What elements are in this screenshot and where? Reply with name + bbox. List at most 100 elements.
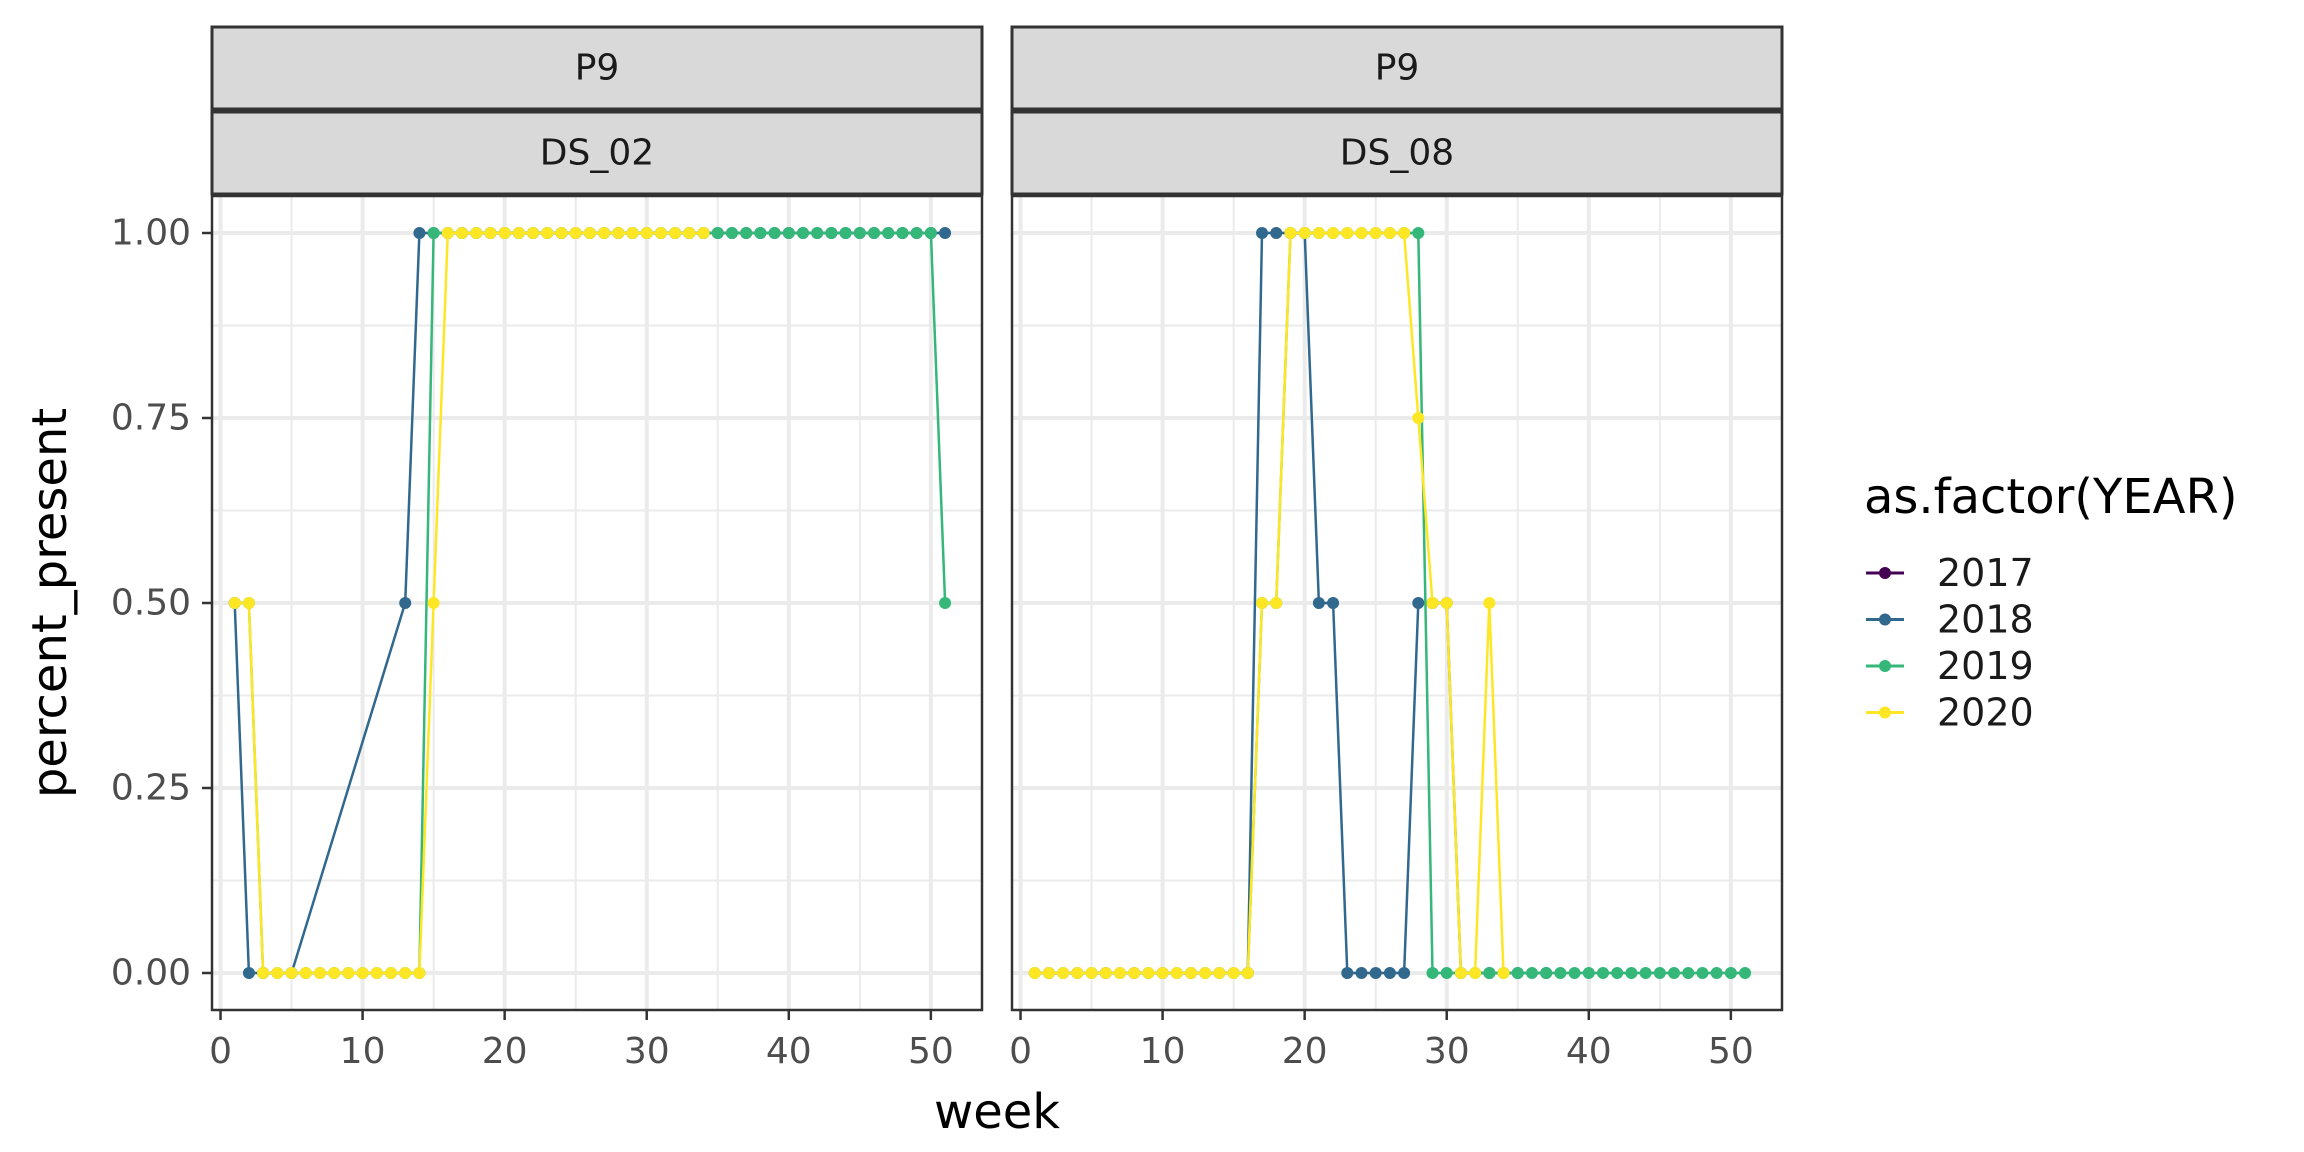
panel-2-border bbox=[1010, 194, 1784, 1012]
x-tick-label: 0 bbox=[1009, 1031, 1032, 1072]
data-point-2019 bbox=[754, 227, 767, 239]
data-point-2019 bbox=[711, 227, 724, 239]
panel-1-grid bbox=[212, 196, 982, 1010]
data-point-2020 bbox=[669, 227, 682, 239]
data-point-2019 bbox=[796, 227, 809, 239]
data-point-2018 bbox=[413, 227, 426, 239]
data-point-2020 bbox=[1057, 967, 1070, 979]
data-point-2020 bbox=[1469, 967, 1482, 979]
y-axis-title: percent_present bbox=[22, 408, 78, 798]
data-point-2020 bbox=[1028, 967, 1041, 979]
data-point-2020 bbox=[654, 227, 667, 239]
data-point-2020 bbox=[1312, 227, 1325, 239]
data-point-2019 bbox=[1412, 227, 1425, 239]
data-point-2020 bbox=[555, 227, 568, 239]
data-point-2020 bbox=[697, 227, 710, 239]
data-point-2020 bbox=[1099, 967, 1112, 979]
data-point-2018 bbox=[399, 597, 412, 609]
data-point-2020 bbox=[1042, 967, 1055, 979]
data-point-2018 bbox=[1369, 967, 1382, 979]
data-point-2020 bbox=[1199, 967, 1212, 979]
data-point-2020 bbox=[1227, 967, 1240, 979]
data-point-2020 bbox=[1142, 967, 1155, 979]
legend-key-point bbox=[1879, 660, 1891, 672]
data-point-2020 bbox=[640, 227, 653, 239]
data-point-2019 bbox=[853, 227, 866, 239]
data-point-2020 bbox=[370, 967, 383, 979]
data-point-2019 bbox=[427, 227, 440, 239]
data-point-2019 bbox=[1710, 967, 1723, 979]
data-point-2018 bbox=[1327, 597, 1340, 609]
data-point-2019 bbox=[1696, 967, 1709, 979]
data-point-2020 bbox=[1497, 967, 1510, 979]
data-point-2020 bbox=[441, 227, 454, 239]
data-point-2019 bbox=[896, 227, 909, 239]
panel-1-strip-top bbox=[210, 25, 984, 111]
x-tick-label: 40 bbox=[766, 1031, 812, 1072]
x-tick-label: 20 bbox=[482, 1031, 528, 1072]
legend-key-point bbox=[1879, 567, 1891, 579]
panel-2-x-axis: 0 10 20 30 40 50 bbox=[1009, 1010, 1754, 1072]
data-point-2019 bbox=[1724, 967, 1737, 979]
data-point-2020 bbox=[285, 967, 298, 979]
data-point-2018 bbox=[1383, 967, 1396, 979]
panel-2-strip-bottom bbox=[1010, 110, 1784, 196]
data-point-2020 bbox=[271, 967, 284, 979]
data-point-2019 bbox=[1653, 967, 1666, 979]
panel-2-strip-top bbox=[1010, 25, 1784, 111]
data-point-2020 bbox=[385, 967, 398, 979]
data-point-2019 bbox=[1611, 967, 1624, 979]
data-point-2020 bbox=[1128, 967, 1141, 979]
data-point-2018 bbox=[242, 967, 255, 979]
data-point-2019 bbox=[1739, 967, 1752, 979]
x-tick-label: 0 bbox=[209, 1031, 232, 1072]
data-point-2020 bbox=[683, 227, 696, 239]
data-point-2020 bbox=[356, 967, 369, 979]
data-point-2019 bbox=[1682, 967, 1695, 979]
data-point-2019 bbox=[1440, 967, 1453, 979]
data-point-2020 bbox=[1213, 967, 1226, 979]
data-point-2020 bbox=[413, 967, 426, 979]
x-tick-label: 30 bbox=[1424, 1031, 1470, 1072]
data-point-2020 bbox=[527, 227, 540, 239]
data-point-2020 bbox=[1256, 597, 1269, 609]
legend-label-2020: 2020 bbox=[1937, 691, 2034, 735]
data-point-2020 bbox=[1284, 227, 1297, 239]
y-tick-label: 0.00 bbox=[111, 953, 191, 994]
data-point-2019 bbox=[1426, 967, 1439, 979]
data-point-2020 bbox=[1185, 967, 1198, 979]
data-point-2020 bbox=[1383, 227, 1396, 239]
data-point-2020 bbox=[626, 227, 639, 239]
legend-label-2019: 2019 bbox=[1937, 644, 2034, 688]
legend-label-2017: 2017 bbox=[1937, 551, 2034, 595]
data-point-2018 bbox=[1341, 967, 1354, 979]
panel-1-x-axis: 0 10 20 30 40 50 bbox=[209, 1010, 954, 1072]
y-tick-label: 0.75 bbox=[111, 398, 191, 439]
data-point-2020 bbox=[313, 967, 326, 979]
data-point-2020 bbox=[612, 227, 625, 239]
data-point-2020 bbox=[1170, 967, 1183, 979]
data-point-2019 bbox=[839, 227, 852, 239]
y-tick-label: 1.00 bbox=[111, 213, 191, 254]
legend-title: as.factor(YEAR) bbox=[1864, 469, 2238, 525]
data-point-2020 bbox=[257, 967, 270, 979]
data-point-2019 bbox=[882, 227, 895, 239]
data-point-2020 bbox=[1071, 967, 1084, 979]
data-point-2020 bbox=[1327, 227, 1340, 239]
x-tick-label: 30 bbox=[624, 1031, 670, 1072]
data-point-2019 bbox=[740, 227, 753, 239]
data-point-2020 bbox=[484, 227, 497, 239]
data-point-2019 bbox=[1525, 967, 1538, 979]
data-point-2019 bbox=[1568, 967, 1581, 979]
data-point-2020 bbox=[569, 227, 582, 239]
data-point-2020 bbox=[498, 227, 511, 239]
data-point-2020 bbox=[1426, 597, 1439, 609]
data-point-2020 bbox=[1369, 227, 1382, 239]
panel-2: P9 DS_08 0 10 20 30 40 50 bbox=[1009, 25, 1784, 1072]
data-point-2020 bbox=[299, 967, 312, 979]
y-tick-label: 0.25 bbox=[111, 768, 191, 809]
panel-2-strip-bottom-label: DS_08 bbox=[1340, 133, 1454, 174]
data-point-2019 bbox=[1554, 967, 1567, 979]
data-point-2020 bbox=[456, 227, 469, 239]
